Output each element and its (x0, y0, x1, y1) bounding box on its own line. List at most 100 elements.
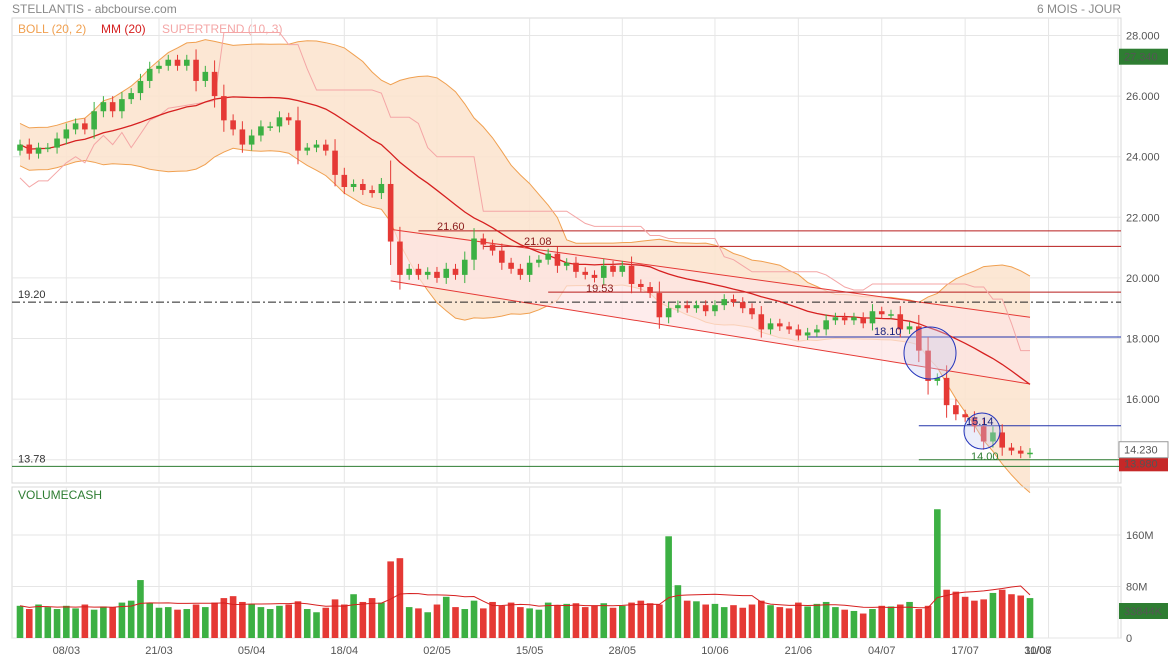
candle-body (526, 262, 533, 275)
candle (128, 88, 134, 105)
candle-body (267, 126, 273, 128)
volume-bar (331, 599, 339, 638)
volume-bar (943, 589, 950, 638)
candle-body (424, 271, 431, 275)
candle-body (35, 147, 42, 154)
volume-bar (507, 602, 515, 638)
candle-body (897, 314, 904, 330)
date-tick-label: 11/08 (1025, 645, 1052, 657)
highlight-circle (903, 326, 957, 380)
candle-body (582, 271, 589, 275)
candle (582, 267, 589, 280)
candle (202, 65, 209, 87)
volume-bar (100, 606, 107, 638)
price-tick-label: 28.000 (1126, 31, 1160, 43)
price-tick-label: 20.000 (1126, 273, 1160, 285)
candle-body (360, 183, 366, 191)
candle-body (554, 253, 561, 266)
candle-body (684, 305, 690, 309)
candle (295, 106, 301, 165)
candle (350, 179, 357, 192)
indicator-volume-label: VOLUMECASH (18, 488, 102, 502)
low-price-badge: 13.980 (1119, 455, 1168, 472)
candle-body (1008, 447, 1015, 451)
candle-body (109, 102, 116, 112)
volume-bar (415, 608, 422, 638)
candle (248, 129, 255, 151)
volume-bars (16, 509, 1034, 638)
candle-body (128, 93, 134, 100)
candle (925, 336, 931, 395)
candle (499, 243, 505, 270)
candle-body (712, 305, 718, 312)
candle-body (869, 311, 876, 324)
candle-body (925, 350, 931, 381)
volume-bar (1017, 595, 1025, 638)
volume-bar (239, 601, 246, 638)
candle-body (313, 144, 320, 148)
volume-bar (72, 608, 79, 638)
highlight-circles (903, 326, 1001, 450)
candle (628, 256, 635, 294)
candle-body (841, 317, 848, 321)
candle-body (26, 144, 33, 154)
candle-body (211, 71, 218, 97)
volume-bar (44, 607, 52, 638)
volume-bar (656, 604, 663, 638)
price-annotation: 15.14 (966, 416, 994, 428)
candle (267, 121, 273, 131)
volume-bar (600, 603, 608, 638)
volume-bar (572, 603, 580, 638)
volume-bar (934, 509, 941, 638)
level-label: 13.78 (18, 453, 46, 465)
candle (980, 418, 987, 450)
candle-body (693, 305, 700, 309)
candle (860, 312, 867, 329)
volume-bar (174, 609, 181, 638)
candle-body (943, 377, 950, 406)
candle-body (406, 268, 412, 275)
candle (313, 140, 320, 153)
candle (91, 101, 97, 139)
candle (693, 300, 700, 313)
candle (999, 424, 1006, 456)
volume-bar (35, 604, 42, 638)
candle-body (600, 265, 607, 278)
volume-bar (554, 605, 561, 638)
volume-bar (535, 609, 543, 638)
volume-bar (368, 598, 376, 638)
candle-body (749, 308, 755, 315)
price-annotation: 14.00 (971, 451, 999, 463)
candle (647, 282, 653, 298)
volume-bar (859, 613, 867, 638)
current-price-badge: 14.230 (1118, 441, 1169, 459)
candle-body (999, 432, 1006, 448)
volume-bar (192, 604, 200, 638)
price-tick-label: 18.000 (1126, 334, 1160, 346)
candlesticks (17, 49, 1033, 459)
candle (943, 365, 950, 418)
volume-bar (378, 602, 385, 638)
volume-bar (757, 600, 765, 638)
candle (109, 96, 116, 118)
volume-bar (183, 609, 191, 638)
last-price-badge: 27.340 (1119, 48, 1168, 65)
candle (480, 233, 487, 250)
candle-body (563, 262, 570, 266)
candle (749, 303, 755, 320)
volume-bar (961, 596, 969, 638)
date-tick-label: 21/03 (145, 645, 173, 657)
candle-body (202, 71, 209, 81)
current-price-badge-bg (1118, 441, 1169, 459)
candle-body (832, 317, 839, 321)
candle (1027, 448, 1033, 459)
volume-bar (127, 600, 135, 638)
candle (638, 279, 644, 292)
last-price-badge-bg (1119, 48, 1168, 65)
volume-bar (350, 594, 357, 638)
candle (193, 49, 199, 92)
candle (17, 139, 23, 156)
candle (322, 139, 329, 156)
volume-bar (424, 612, 432, 638)
